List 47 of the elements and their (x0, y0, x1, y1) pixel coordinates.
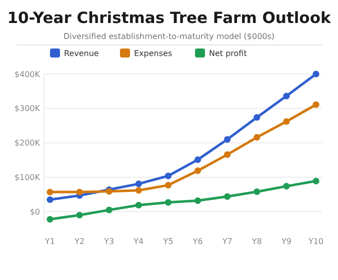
point (224, 151, 231, 158)
point (46, 188, 54, 196)
point (254, 134, 260, 141)
legend-label: Net profit (209, 49, 247, 58)
point (224, 136, 231, 143)
point (106, 206, 112, 214)
x-tick-label: Y3 (103, 237, 114, 246)
y-tick-label: $300K (14, 104, 41, 114)
point (76, 212, 83, 218)
point (135, 202, 142, 208)
chart-title: 10-Year Christmas Tree Farm Outlook (7, 9, 332, 27)
y-tick-label: $200K (14, 138, 41, 148)
point (46, 216, 54, 223)
y-tick-label: $0 (30, 207, 40, 216)
point (46, 196, 54, 203)
x-tick-label: Y10 (307, 237, 324, 246)
point (194, 197, 202, 204)
point (194, 156, 202, 163)
legend-label: Expenses (134, 49, 172, 58)
point (164, 172, 172, 180)
legend-label: Revenue (64, 49, 99, 58)
x-tick-label: Y7 (221, 237, 232, 246)
point (224, 193, 231, 200)
point (194, 167, 202, 174)
x-tick-label: Y2 (74, 237, 85, 246)
point (312, 178, 320, 184)
point (283, 92, 290, 100)
point (135, 180, 142, 188)
y-tick-label: $400K (14, 70, 41, 79)
chart-subtitle: Diversified establishment-to-maturity model ($000s) (63, 32, 275, 41)
x-tick-label: Y8 (250, 237, 262, 246)
x-tick-label: Y5 (162, 237, 174, 246)
y-tick-label: $100K (14, 173, 41, 182)
point (254, 114, 260, 121)
x-tick-label: Y6 (192, 237, 203, 246)
point (76, 188, 83, 196)
point (283, 118, 290, 125)
x-tick-label: Y9 (280, 237, 292, 246)
point (135, 187, 142, 194)
point (164, 182, 172, 188)
x-tick-label: Y1 (44, 237, 55, 246)
point (312, 101, 320, 108)
point (312, 70, 320, 78)
point (164, 199, 172, 206)
point (283, 182, 290, 190)
x-tick-label: Y4 (132, 237, 144, 246)
point (254, 188, 260, 196)
